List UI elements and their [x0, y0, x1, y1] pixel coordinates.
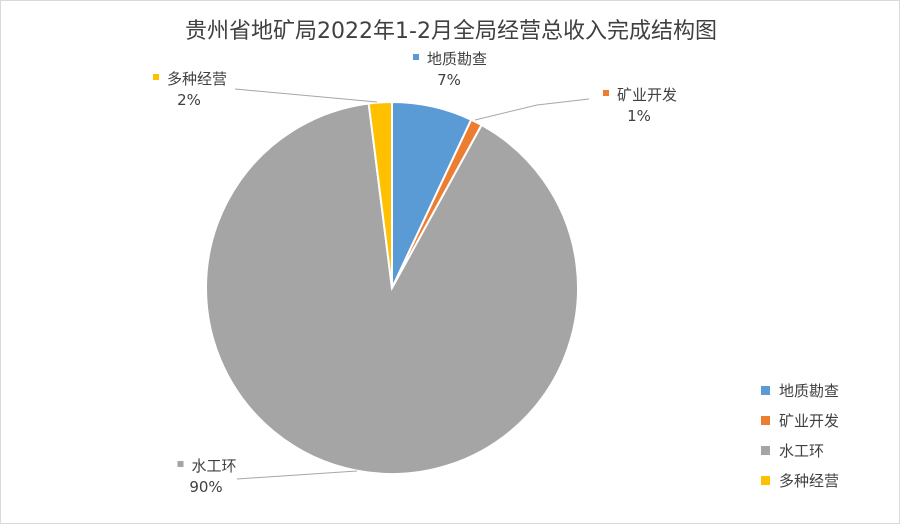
leader-line-mining-development [474, 98, 590, 121]
legend-item-geological-survey: 地质勘查 [761, 375, 839, 405]
pie-slice-diversified-business [367, 100, 393, 289]
data-label-marker-mining-development [603, 90, 609, 96]
legend-swatch-hydro-engineering-environment [761, 445, 770, 455]
data-label-name-diversified-business: 多种经营 [167, 70, 227, 88]
pie-slice-hydro-engineering-environment [205, 102, 579, 475]
legend-label-geological-survey: 地质勘查 [779, 381, 840, 400]
legend-item-diversified-business: 多种经营 [761, 465, 839, 495]
data-label-percent-diversified-business: 2% [177, 91, 201, 109]
leader-line-diversified-business [234, 88, 378, 103]
data-label-percent-hydro-engineering-environment: 90% [189, 478, 222, 496]
data-label-percent-geological-survey: 7% [437, 71, 461, 89]
legend-item-mining-development: 矿业开发 [761, 405, 839, 435]
legend-label-diversified-business: 多种经营 [779, 471, 840, 490]
legend-swatch-diversified-business [761, 475, 770, 485]
data-label-percent-mining-development: 1% [627, 107, 651, 125]
chart-title: 贵州省地矿局2022年1-2月全局经营总收入完成结构图 [185, 19, 717, 44]
data-label-name-mining-development: 矿业开发 [617, 86, 677, 104]
leader-line-hydro-engineering-environment [236, 470, 358, 480]
data-label-name-hydro-engineering-environment: 水工环 [191, 457, 236, 475]
legend-label-hydro-engineering-environment: 水工环 [779, 441, 825, 460]
legend-item-hydro-engineering-environment: 水工环 [761, 435, 839, 465]
data-label-marker-geological-survey [413, 54, 419, 60]
legend-swatch-geological-survey [761, 385, 770, 395]
data-label-marker-hydro-engineering-environment [177, 461, 184, 467]
data-label-name-geological-survey: 地质勘查 [427, 50, 487, 68]
legend-swatch-mining-development [761, 415, 770, 425]
legend-label-mining-development: 矿业开发 [779, 411, 840, 430]
data-label-marker-diversified-business [153, 74, 159, 80]
legend: 地质勘查 矿业开发 水工环 多种经营 [761, 375, 839, 495]
